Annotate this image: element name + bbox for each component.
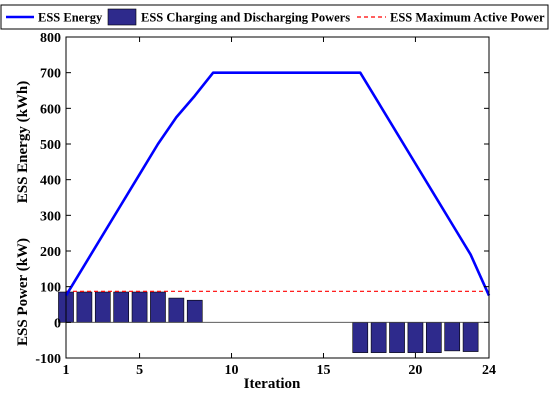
legend-swatch-powers [107, 8, 137, 26]
y-tick-label: 200 [40, 245, 61, 260]
y-tick-label: 500 [40, 138, 61, 153]
bar-8 [186, 299, 203, 323]
y-tick-label: 700 [40, 67, 61, 82]
bar-6 [150, 291, 166, 323]
y-tick-label: 400 [40, 174, 61, 189]
x-tick-label: 20 [408, 363, 422, 378]
bar-4 [113, 291, 130, 323]
axes-box [65, 36, 490, 359]
y-tick-label: 600 [40, 102, 61, 117]
bar-22 [444, 322, 461, 352]
x-tick-label: 24 [482, 363, 496, 378]
x-tick-label: 10 [225, 363, 239, 378]
legend-label-powers: ESS Charging and Discharging Powers [141, 11, 350, 25]
plot-area [58, 71, 491, 353]
bar-20 [407, 322, 424, 353]
x-tick-label: 1 [63, 363, 70, 378]
bar-17 [352, 322, 369, 353]
y-axis-title-energy: ESS Energy (kWh) [15, 81, 31, 204]
x-axis-title: Iteration [244, 376, 301, 392]
legend-label-max-power: ESS Maximum Active Power [390, 11, 545, 25]
legend-box [0, 4, 549, 30]
y-axis-title-power: ESS Power (kW) [15, 238, 31, 346]
bar-2 [76, 291, 93, 323]
y-tick-label: -100 [35, 352, 61, 367]
y-tick-label: 0 [54, 316, 61, 331]
y-tick-label: 800 [40, 31, 61, 46]
bar-3 [94, 291, 111, 323]
bar-18 [370, 322, 387, 353]
x-tick-label: 15 [316, 363, 330, 378]
bar-5 [131, 291, 148, 323]
legend: ESS Energy ESS Charging and Discharging P… [0, 4, 549, 30]
y-tick-label: 100 [40, 281, 61, 296]
bar-23 [462, 322, 479, 352]
y-tick-label: 300 [40, 209, 61, 224]
bar-21 [425, 322, 442, 353]
bar-19 [389, 322, 405, 353]
energy-line [64, 71, 491, 297]
x-tick-label: 5 [136, 363, 143, 378]
legend-label-energy: ESS Energy [38, 11, 103, 25]
bar-7 [168, 297, 185, 323]
